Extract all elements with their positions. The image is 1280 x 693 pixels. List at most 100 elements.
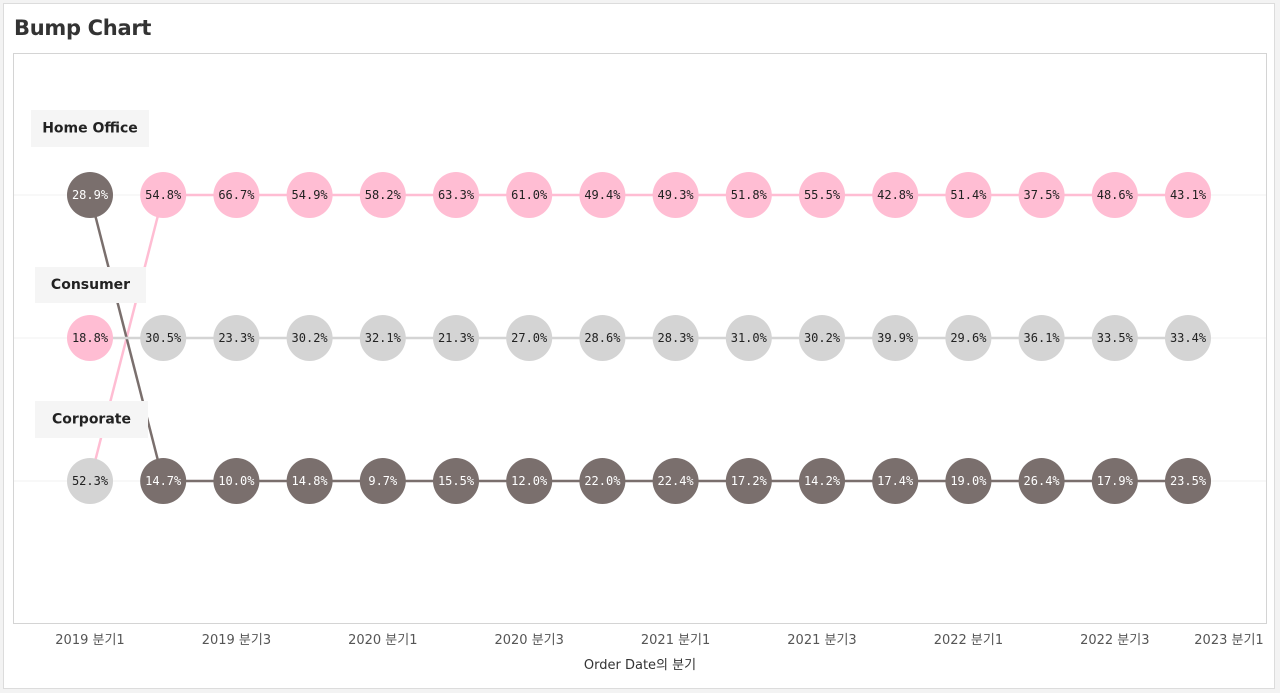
data-label: 19.0% [950,474,987,488]
data-point[interactable] [579,172,626,218]
data-label: 52.3% [72,474,109,488]
data-label: 33.4% [1170,331,1207,345]
data-point[interactable] [1165,458,1211,504]
data-point[interactable] [945,315,992,361]
data-label: 17.9% [1097,474,1134,488]
data-label: 9.7% [368,474,398,488]
data-point[interactable] [213,172,260,218]
data-point[interactable] [1165,172,1211,218]
data-point[interactable] [67,172,113,218]
data-point[interactable] [799,315,845,361]
data-point[interactable] [1091,172,1138,218]
data-label: 51.4% [950,188,987,202]
x-tick-label: 2020 분기3 [494,633,563,648]
data-point[interactable] [359,315,406,361]
data-point[interactable] [725,172,772,218]
data-label: 12.0% [511,474,548,488]
data-label: 32.1% [365,331,402,345]
data-label: 29.6% [950,331,987,345]
data-label: 39.9% [877,331,914,345]
segment-label: Home Office [42,121,138,137]
data-point[interactable] [652,458,699,504]
data-label: 49.4% [584,188,621,202]
data-point[interactable] [140,458,187,504]
data-point[interactable] [579,458,626,504]
data-label: 42.8% [877,188,914,202]
data-point[interactable] [433,172,479,218]
data-point[interactable] [506,315,553,361]
x-tick-label: 2019 분기1 [55,633,124,648]
data-point[interactable] [140,172,187,218]
data-point[interactable] [67,458,113,504]
data-label: 14.7% [145,474,182,488]
data-label: 14.8% [292,474,329,488]
data-label: 66.7% [218,188,255,202]
data-point[interactable] [799,172,845,218]
x-tick-label: 2023 분기1 [1194,633,1263,648]
data-point[interactable] [506,458,553,504]
data-label: 54.9% [292,188,329,202]
x-axis-title: Order Date의 분기 [584,658,696,673]
data-point[interactable] [579,315,626,361]
data-label: 18.8% [72,331,109,345]
segment-label-box [35,401,148,438]
data-label: 30.2% [804,331,841,345]
data-point[interactable] [1018,315,1065,361]
data-label: 17.2% [731,474,768,488]
data-label: 58.2% [365,188,402,202]
data-point[interactable] [213,315,260,361]
page-title: Bump Chart [14,16,152,40]
segment-label-box [35,267,146,303]
data-label: 26.4% [1024,474,1061,488]
data-point[interactable] [433,458,479,504]
data-point[interactable] [1018,172,1065,218]
segment-label-box [31,110,149,147]
x-tick-label: 2022 분기1 [934,633,1003,648]
data-point[interactable] [286,172,333,218]
data-label: 49.3% [658,188,695,202]
x-tick-label: 2022 분기3 [1080,633,1149,648]
data-point[interactable] [1018,458,1065,504]
data-label: 27.0% [511,331,548,345]
data-label: 61.0% [511,188,548,202]
data-point[interactable] [652,172,699,218]
data-label: 28.9% [72,188,109,202]
data-label: 22.0% [584,474,621,488]
data-point[interactable] [213,458,260,504]
data-point[interactable] [872,172,919,218]
data-point[interactable] [945,172,992,218]
data-point[interactable] [872,458,919,504]
data-label: 36.1% [1024,331,1061,345]
data-point[interactable] [725,315,772,361]
x-tick-label: 2020 분기1 [348,633,417,648]
data-point[interactable] [872,315,919,361]
segment-label: Corporate [52,412,131,428]
data-point[interactable] [945,458,992,504]
data-point[interactable] [1091,315,1138,361]
data-point[interactable] [359,458,406,504]
data-point[interactable] [1165,315,1211,361]
data-point[interactable] [1091,458,1138,504]
data-label: 30.5% [145,331,182,345]
data-point[interactable] [286,315,333,361]
data-label: 63.3% [438,188,475,202]
data-label: 15.5% [438,474,475,488]
data-point[interactable] [67,315,113,361]
data-point[interactable] [725,458,772,504]
data-point[interactable] [799,458,845,504]
data-point[interactable] [359,172,406,218]
data-label: 22.4% [658,474,695,488]
data-point[interactable] [140,315,187,361]
data-label: 51.8% [731,188,768,202]
segment-label: Consumer [51,277,130,293]
data-label: 33.5% [1097,331,1134,345]
data-label: 30.2% [292,331,329,345]
data-label: 23.5% [1170,474,1207,488]
data-point[interactable] [286,458,333,504]
data-point[interactable] [506,172,553,218]
data-label: 17.4% [877,474,914,488]
data-label: 28.6% [584,331,621,345]
data-point[interactable] [652,315,699,361]
data-point[interactable] [433,315,479,361]
